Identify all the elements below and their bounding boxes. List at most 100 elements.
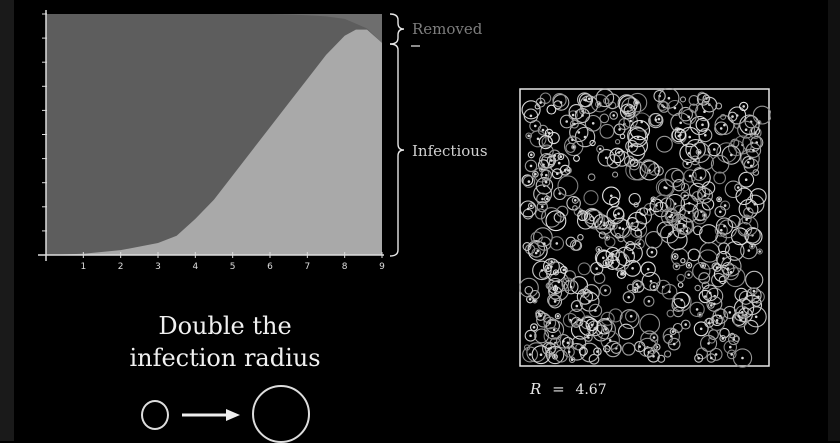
person-dot: [758, 250, 761, 253]
infection-circle: [663, 350, 672, 358]
infection-circle: [623, 155, 636, 167]
infection-circle: [690, 155, 701, 166]
infection-circle: [670, 247, 690, 267]
person-dot: [707, 321, 711, 325]
infection-circle: [721, 145, 742, 165]
infection-circle: [542, 258, 560, 276]
person-dot: [673, 255, 677, 258]
infection-circle: [676, 273, 686, 283]
person-dot: [554, 271, 558, 274]
infection-circle: [545, 210, 567, 232]
infection-circle: [579, 95, 599, 115]
person-dot: [604, 261, 608, 265]
infection-circle: [680, 191, 690, 201]
person-dot: [574, 199, 577, 202]
infection-circle: [540, 144, 554, 159]
person-dot: [713, 302, 716, 306]
infection-circle: [541, 177, 551, 187]
infection-circle: [643, 295, 655, 307]
infection-circle: [756, 120, 762, 126]
infection-circle: [536, 201, 548, 213]
caption-line-2: infection radius: [129, 344, 321, 372]
infection-circle: [600, 311, 615, 326]
person-dot: [701, 123, 704, 127]
infection-circle: [629, 161, 649, 181]
person-dot: [621, 271, 625, 275]
person-dot: [720, 228, 723, 232]
person-dot: [703, 213, 706, 217]
simulation-box: [519, 88, 771, 368]
person-dot: [539, 314, 542, 317]
infection-circle: [674, 216, 693, 235]
infection-circle: [525, 132, 533, 140]
person-dot: [698, 151, 702, 154]
person-dot: [621, 227, 625, 231]
infection-circle: [680, 108, 697, 125]
infection-circle: [640, 159, 656, 174]
person-dot: [631, 267, 634, 270]
person-dot: [596, 350, 599, 353]
infection-circle: [562, 336, 574, 349]
left-edge-strip: [0, 0, 14, 441]
infection-circle: [695, 102, 714, 122]
person-dot: [703, 194, 707, 197]
person-dot: [710, 356, 713, 360]
infection-circle: [613, 150, 630, 167]
person-dot: [654, 118, 658, 122]
infection-circle: [610, 342, 622, 354]
person-dot: [550, 159, 553, 162]
infection-circle: [535, 309, 544, 318]
r-symbol: R: [530, 380, 542, 398]
infection-circle: [689, 142, 711, 163]
person-dot: [581, 114, 584, 117]
infection-circle: [600, 330, 620, 351]
infection-circle: [692, 202, 711, 221]
person-dot: [595, 267, 598, 270]
infection-circle: [599, 123, 615, 139]
infection-circle: [720, 255, 742, 277]
infection-circle: [595, 101, 602, 108]
person-dot: [729, 345, 732, 349]
infection-circle: [533, 227, 553, 247]
person-dot: [678, 220, 681, 223]
person-dot: [638, 345, 641, 348]
infection-circle: [672, 179, 686, 192]
person-dot: [684, 323, 687, 326]
person-dot: [629, 314, 633, 318]
person-dot: [699, 327, 703, 331]
person-dot: [526, 207, 530, 211]
infection-circle: [534, 208, 547, 220]
person-dot: [673, 106, 677, 110]
infection-circle: [745, 142, 762, 158]
infection-circle: [568, 356, 576, 363]
person-dot: [737, 315, 741, 318]
infection-circle: [524, 285, 534, 295]
person-dot: [679, 229, 682, 232]
person-dot: [687, 211, 691, 214]
infection-circle: [697, 187, 713, 204]
infection-circle: [546, 155, 557, 166]
person-dot: [723, 224, 726, 228]
infection-circle: [698, 272, 711, 285]
person-dot: [668, 232, 671, 236]
x-tick-label: 2: [118, 262, 124, 272]
infection-circle: [740, 148, 760, 169]
person-dot: [565, 120, 568, 123]
infection-circle: [540, 169, 552, 181]
infection-circle: [727, 111, 738, 122]
infection-circle: [554, 349, 568, 363]
person-dot: [614, 213, 617, 217]
infection-circle: [530, 289, 540, 300]
infection-circle: [563, 279, 579, 295]
person-dot: [544, 180, 548, 184]
infection-circle: [706, 353, 717, 363]
infection-circle: [612, 171, 619, 178]
person-dot: [750, 245, 754, 248]
infection-circle: [537, 159, 550, 171]
person-dot: [590, 291, 593, 294]
person-dot: [687, 273, 690, 276]
infection-circle: [571, 240, 583, 251]
person-dot: [569, 285, 573, 289]
infection-circle: [583, 207, 601, 225]
infection-circle: [684, 270, 693, 279]
